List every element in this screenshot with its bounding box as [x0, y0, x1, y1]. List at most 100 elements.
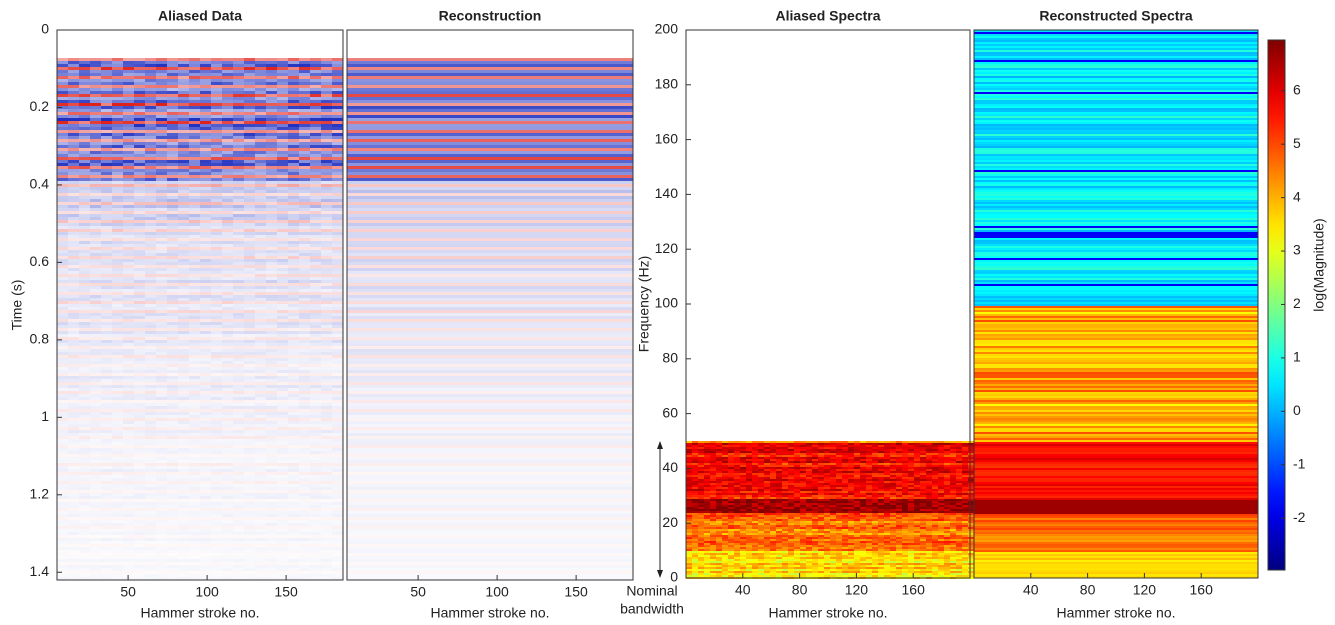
image-cell	[806, 441, 812, 443]
image-cell	[255, 577, 266, 580]
image-cell	[222, 301, 233, 304]
image-cell	[266, 280, 277, 283]
image-cell	[255, 106, 266, 109]
image-cell	[167, 217, 178, 220]
image-cell	[134, 517, 145, 520]
image-cell	[123, 82, 134, 85]
image-cell	[189, 346, 200, 349]
image-cell	[200, 424, 211, 427]
image-cell	[277, 202, 288, 205]
image-cell	[920, 449, 926, 451]
image-cell	[79, 214, 90, 217]
image-cell	[255, 553, 266, 556]
image-cell	[90, 466, 101, 469]
image-cell	[321, 115, 332, 118]
image-cell	[299, 415, 310, 418]
image-cell	[266, 550, 277, 553]
image-cell	[233, 352, 244, 355]
image-cell	[211, 406, 222, 409]
image-cell	[112, 499, 123, 502]
image-cell	[332, 547, 343, 550]
image-cell	[79, 424, 90, 427]
image-cell	[167, 478, 178, 481]
image-cell	[944, 449, 950, 451]
image-cell	[332, 571, 343, 574]
image-cell	[255, 151, 266, 154]
image-cell	[321, 322, 332, 325]
image-cell	[233, 346, 244, 349]
image-band	[347, 310, 633, 313]
image-cell	[321, 535, 332, 538]
image-cell	[255, 439, 266, 442]
image-cell	[156, 109, 167, 112]
image-cell	[79, 361, 90, 364]
image-cell	[145, 445, 156, 448]
panel-title: Reconstruction	[439, 8, 542, 24]
image-cell	[200, 463, 211, 466]
image-cell	[299, 187, 310, 190]
image-cell	[134, 79, 145, 82]
image-cell	[299, 142, 310, 145]
image-cell	[112, 100, 123, 103]
image-cell	[818, 445, 824, 447]
image-cell	[156, 475, 167, 478]
image-cell	[266, 463, 277, 466]
image-cell	[233, 541, 244, 544]
image-band	[347, 550, 633, 553]
image-cell	[57, 328, 68, 331]
image-cell	[112, 340, 123, 343]
image-cell	[222, 541, 233, 544]
image-cell	[710, 449, 716, 451]
image-cell	[211, 61, 222, 64]
image-cell	[101, 430, 112, 433]
image-cell	[90, 76, 101, 79]
image-cell	[79, 454, 90, 457]
image-cell	[167, 541, 178, 544]
image-cell	[79, 280, 90, 283]
image-cell	[299, 157, 310, 160]
image-cell	[233, 415, 244, 418]
image-cell	[68, 61, 79, 64]
image-cell	[299, 508, 310, 511]
image-cell	[255, 223, 266, 226]
image-cell	[112, 76, 123, 79]
image-cell	[123, 397, 134, 400]
image-cell	[145, 400, 156, 403]
image-cell	[211, 355, 222, 358]
image-cell	[920, 445, 926, 447]
image-cell	[167, 430, 178, 433]
image-cell	[244, 256, 255, 259]
image-cell	[178, 280, 189, 283]
image-cell	[90, 391, 101, 394]
image-cell	[156, 289, 167, 292]
image-cell	[332, 310, 343, 313]
image-cell	[211, 364, 222, 367]
image-cell	[686, 447, 692, 449]
image-cell	[178, 514, 189, 517]
image-cell	[156, 340, 167, 343]
image-cell	[266, 361, 277, 364]
image-cell	[255, 238, 266, 241]
image-cell	[57, 568, 68, 571]
image-cell	[134, 529, 145, 532]
image-cell	[145, 67, 156, 70]
image-cell	[79, 64, 90, 67]
image-cell	[956, 443, 962, 445]
image-cell	[134, 478, 145, 481]
image-cell	[266, 382, 277, 385]
image-cell	[178, 298, 189, 301]
image-cell	[299, 166, 310, 169]
image-cell	[112, 403, 123, 406]
image-cell	[776, 441, 782, 443]
image-cell	[123, 361, 134, 364]
image-cell	[178, 202, 189, 205]
image-cell	[57, 538, 68, 541]
image-cell	[156, 460, 167, 463]
image-cell	[178, 457, 189, 460]
image-cell	[68, 262, 79, 265]
image-band	[347, 100, 633, 103]
image-cell	[266, 190, 277, 193]
image-cell	[266, 61, 277, 64]
image-cell	[299, 358, 310, 361]
image-cell	[266, 238, 277, 241]
